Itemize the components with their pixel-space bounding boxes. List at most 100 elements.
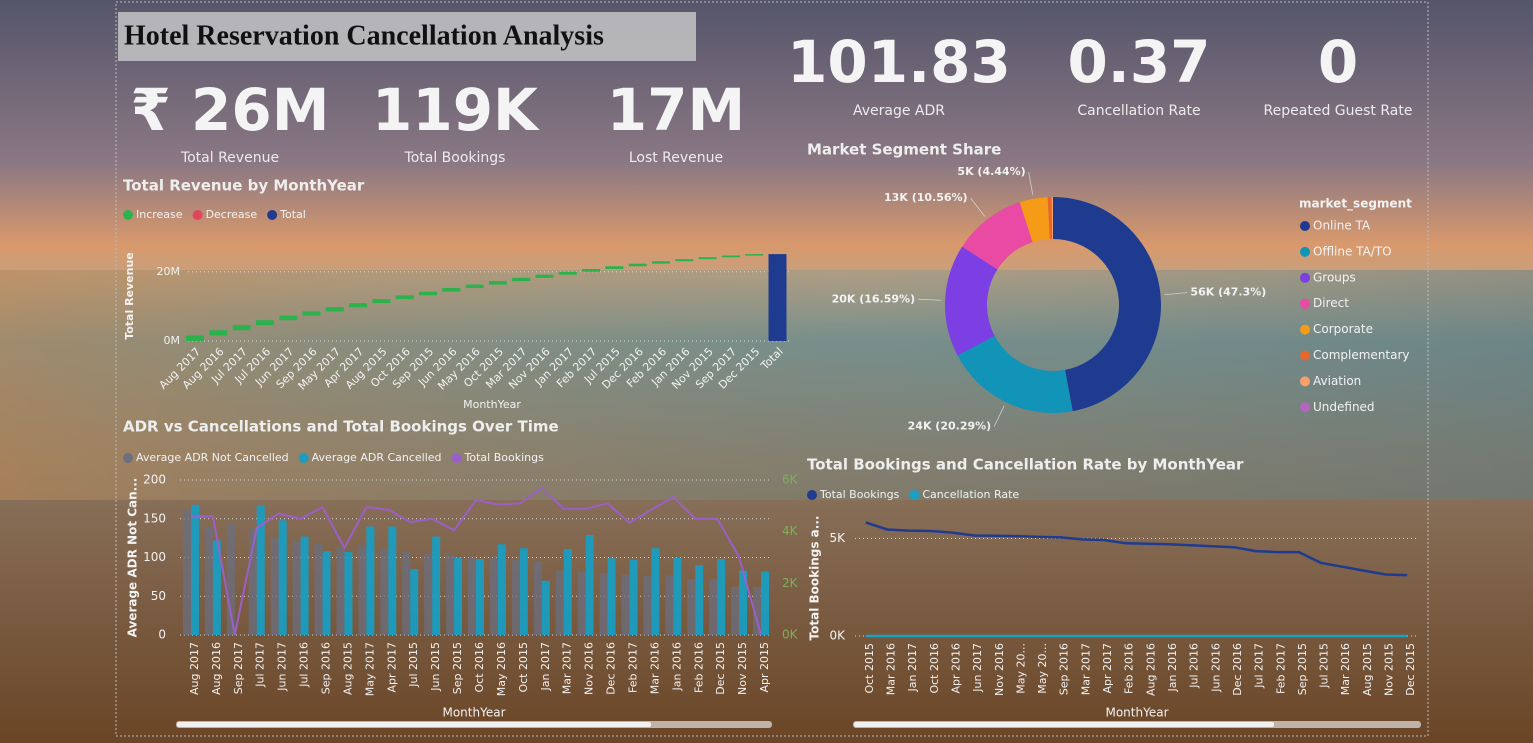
waterfall-bar (325, 307, 344, 312)
x-tick-label: Apr 2015 (758, 642, 771, 693)
kpi-value: 0.37 (1067, 28, 1210, 96)
x-tick-label: Jan 2017 (906, 643, 919, 692)
x-tick-label: Aug 2015 (341, 642, 354, 695)
waterfall-bar (558, 271, 577, 275)
legend-marker (192, 210, 203, 220)
donut-slice (1053, 197, 1161, 412)
axis-title: MonthYear (442, 706, 505, 720)
legend-label: Increase (136, 208, 183, 221)
x-tick-label: Feb 2016 (692, 642, 705, 693)
legend-marker (123, 453, 133, 463)
x-tick-label: Dec 2015 (714, 642, 727, 695)
x-tick-label: Mar 2016 (648, 642, 661, 694)
legend-marker (267, 210, 278, 220)
bar (314, 543, 323, 635)
x-tick-label: Oct 2016 (928, 643, 941, 694)
waterfall-bar (698, 257, 717, 260)
leader-line (1164, 292, 1188, 296)
bar (322, 551, 331, 635)
kpi-label: Total Revenue (180, 150, 279, 166)
waterfall-bar (488, 281, 507, 285)
scrollbar-thumb[interactable] (854, 722, 1274, 727)
bar (533, 561, 542, 635)
kpi-value: ₹ 26M (131, 76, 330, 144)
x-tick-label: Jan 2016 (670, 642, 683, 691)
waterfall-bar (512, 277, 531, 282)
x-tick-label: Feb 2017 (1274, 643, 1287, 694)
waterfall-bar (419, 291, 437, 296)
axis-title: Total Bookings a... (808, 516, 822, 641)
legend-label: Direct (1313, 296, 1349, 310)
legend-label: Aviation (1313, 374, 1361, 388)
legend-marker (1300, 246, 1310, 257)
bar (717, 559, 726, 635)
bar (673, 557, 682, 635)
y2-tick-label: 4K (782, 524, 799, 538)
bar (555, 570, 564, 635)
x-tick-label: Oct 2015 (517, 642, 530, 693)
legend-marker (1300, 221, 1310, 231)
legend-label: Complementary (1313, 348, 1410, 362)
total-bar (768, 254, 787, 341)
data-label: 5K (4.44%) (957, 165, 1025, 178)
bar (497, 544, 506, 635)
kpi-label: Lost Revenue (629, 150, 723, 166)
chart-title: Total Revenue by MonthYear (123, 177, 365, 195)
bar (489, 557, 498, 635)
donut-slice (1051, 197, 1053, 240)
bar (358, 545, 367, 635)
x-tick-label: Mar 2017 (1079, 643, 1092, 695)
y-tick-label: 5K (829, 531, 846, 545)
axis-title: Average ADR Not Can... (126, 478, 140, 638)
x-tick-label: Jul 2016 (1188, 643, 1201, 689)
bar (300, 536, 309, 635)
waterfall-bar (675, 259, 694, 262)
background-sea (0, 270, 1533, 500)
axis-title: MonthYear (463, 398, 521, 411)
legend-label: Groups (1313, 270, 1356, 284)
bar (432, 536, 441, 635)
legend-marker (1300, 298, 1310, 309)
waterfall-bar (442, 288, 461, 292)
x-tick-label: Oct 2016 (473, 642, 486, 693)
kpi-value: 17M (607, 76, 745, 144)
bar (402, 552, 411, 635)
kpi-label: Average ADR (853, 103, 945, 119)
bar (585, 535, 594, 635)
kpi-label: Repeated Guest Rate (1264, 103, 1413, 119)
x-tick-label: Jul 2015 (1318, 643, 1331, 689)
waterfall-bar (255, 320, 274, 326)
waterfall-bar (209, 330, 228, 336)
kpi-value: 0 (1318, 28, 1358, 96)
chart-title: ADR vs Cancellations and Total Bookings … (123, 418, 559, 436)
x-tick-label: Nov 2015 (736, 642, 749, 695)
x-tick-label: Aug 2015 (1361, 643, 1374, 696)
chart-title: Market Segment Share (807, 141, 1001, 159)
scrollbar-thumb[interactable] (177, 722, 651, 727)
bar (190, 504, 199, 635)
legend-label: Corporate (1313, 322, 1373, 336)
y-tick-label: 50 (151, 589, 166, 603)
legend-marker (1300, 272, 1310, 283)
y-tick-label: 150 (143, 511, 166, 525)
waterfall-bar (302, 311, 321, 316)
x-tick-label: Nov 2016 (993, 643, 1006, 696)
bar (541, 580, 550, 635)
x-tick-label: Jan 2016 (1166, 643, 1179, 692)
legend-label: Total Bookings (464, 451, 545, 464)
bar (468, 557, 476, 635)
y-tick-label: 100 (143, 550, 166, 564)
x-tick-label: Dec 2015 (1404, 643, 1417, 696)
waterfall-bar (232, 325, 251, 331)
bar (212, 540, 221, 635)
waterfall-bar (605, 266, 624, 269)
waterfall-bar (721, 255, 740, 258)
bar (519, 548, 528, 635)
waterfall-bar (279, 315, 298, 321)
x-tick-label: Jul 2015 (407, 642, 420, 688)
x-tick-label: Jan 2017 (539, 642, 552, 691)
x-tick-label: Aug 2016 (1144, 643, 1157, 696)
bar (643, 576, 652, 635)
legend-marker (909, 490, 920, 500)
y-tick-label: 0 (158, 628, 166, 642)
